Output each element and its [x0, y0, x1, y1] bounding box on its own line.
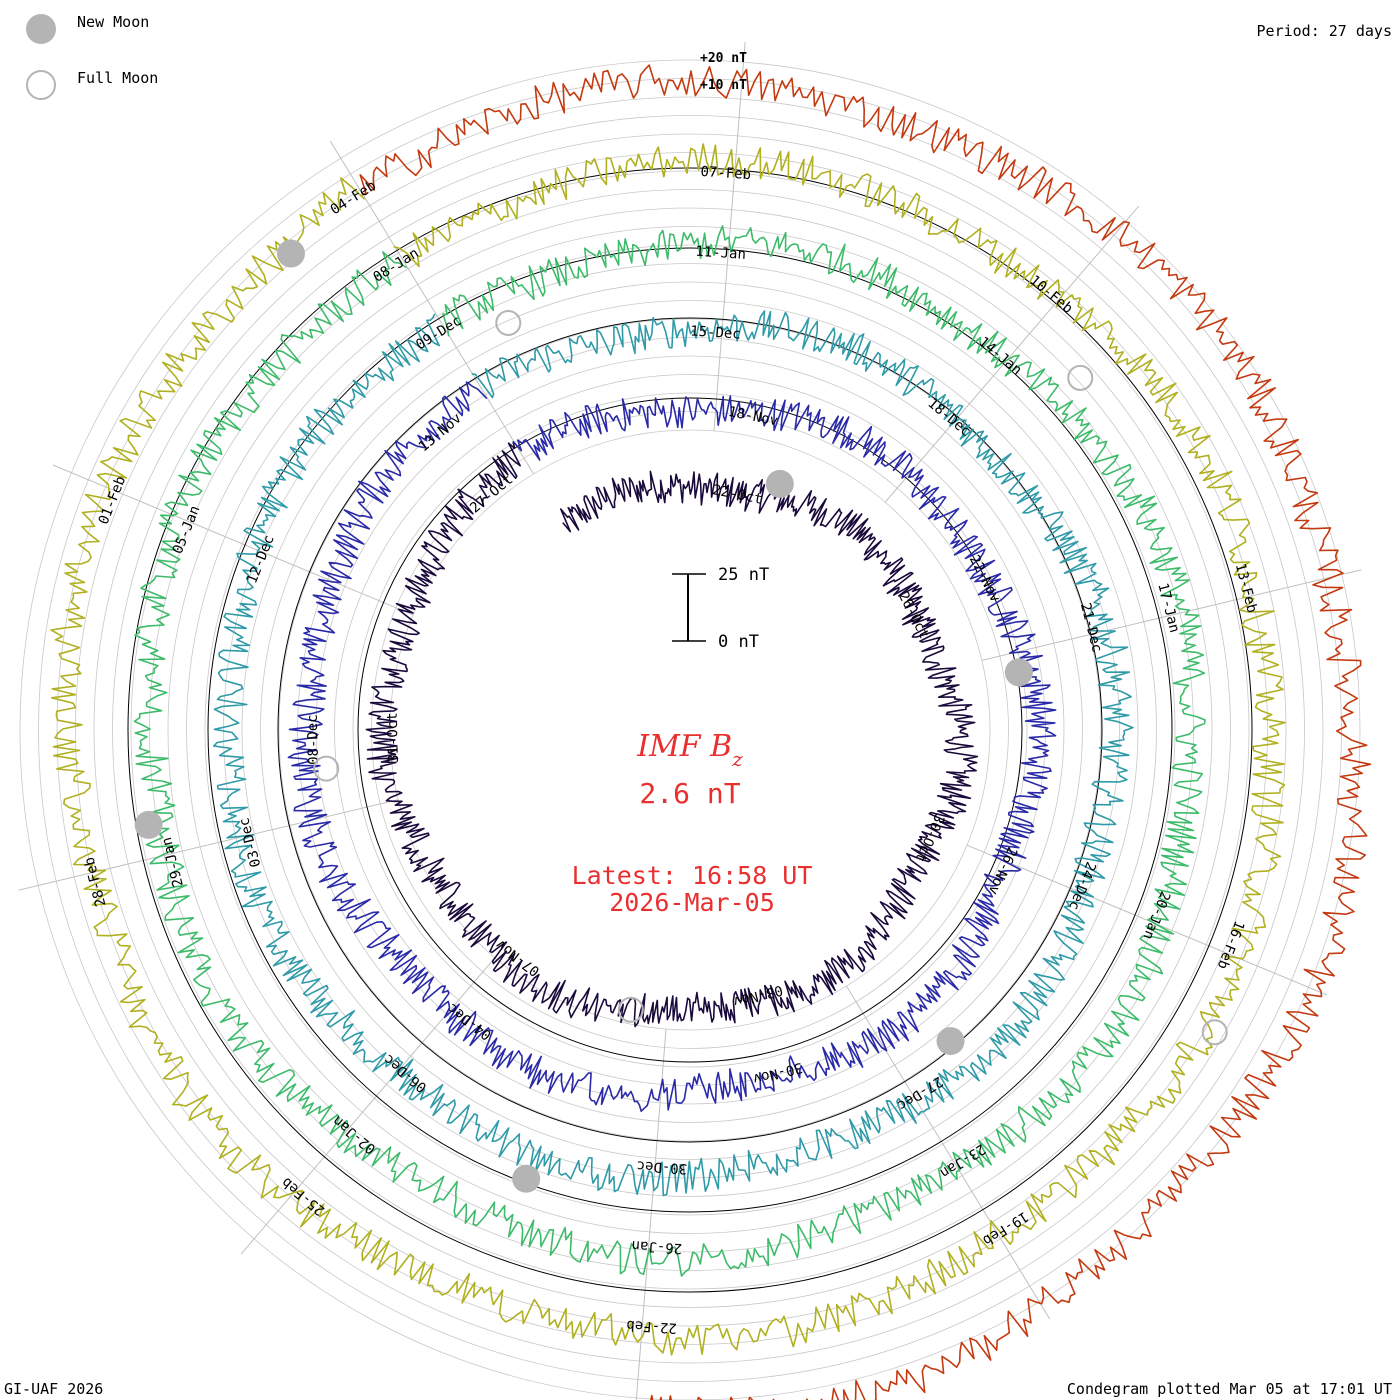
grid-ring: [241, 281, 1139, 1179]
date-label: 26-Oct: [895, 589, 932, 641]
full-moon-marker: [313, 755, 340, 782]
period-label: Period: 27 days: [1256, 22, 1392, 40]
spoke-line: [713, 42, 746, 431]
full-moon-marker: [1067, 364, 1094, 391]
date-label: 06-Dec: [381, 1051, 430, 1096]
full-moon-marker: [617, 996, 644, 1023]
rotation-trace-4: [50, 143, 1286, 1356]
center-date: 2026-Mar-05: [609, 888, 775, 917]
grid-ring: [75, 115, 1305, 1345]
date-label: 31-Oct: [385, 712, 402, 763]
date-label: 04-Dec: [445, 1000, 495, 1043]
date-label: 02-Jan: [330, 1112, 379, 1157]
plotted-label: Condegram plotted Mar 05 at 17:01 UT: [1066, 1380, 1392, 1398]
date-label: 11-Jan: [695, 244, 747, 263]
legend-full-moon: Full Moon: [26, 69, 159, 100]
grid-ring: [260, 300, 1120, 1160]
date-label: 22-Feb: [626, 1317, 678, 1336]
legend-new-moon-label: New Moon: [77, 13, 150, 31]
date-label: 21-Dec: [1077, 601, 1105, 654]
rotation-trace-0: [365, 441, 979, 1028]
grid-ring: [278, 318, 1102, 1142]
new-moon-marker: [936, 1027, 965, 1056]
center-latest: Latest: 16:58 UT: [572, 861, 813, 890]
grid-ring: [204, 244, 1176, 1216]
date-label: 16-Feb: [1214, 918, 1248, 971]
scale-bar-top-label: 25 nT: [718, 565, 769, 585]
center-value: 2.6 nT: [639, 777, 740, 810]
full-moon-marker: [1201, 1019, 1228, 1046]
date-label: 15-Dec: [690, 323, 742, 342]
rotation-trace-3: [133, 225, 1206, 1277]
moon-markers: [134, 239, 1228, 1193]
spoke-lines: [18, 42, 1362, 1400]
legend-new-moon: New Moon: [26, 13, 150, 44]
date-label: 27-Dec: [894, 1073, 945, 1114]
zero-reference-circle: [277, 317, 1103, 1143]
date-label: 29-Jan: [159, 836, 187, 889]
spoke-line: [52, 464, 414, 616]
center-title: IMF B: [636, 729, 732, 764]
reference-circles: [127, 167, 1253, 1293]
date-label: 03-Dec: [236, 816, 264, 869]
new-moon-marker: [765, 469, 794, 498]
grid-ring: [315, 355, 1065, 1105]
grid-ring: [223, 263, 1157, 1197]
center-readout: IMF Bz 2.6 nT Latest: 16:58 UT 2026-Mar-…: [572, 729, 813, 917]
rotation-trace-5: [359, 64, 1372, 1400]
date-label: 07-Feb: [700, 164, 752, 183]
full-moon-marker: [495, 309, 522, 336]
zero-reference-circle: [357, 397, 1023, 1063]
center-title-subscript: z: [731, 747, 743, 771]
grid-ring: [167, 207, 1213, 1253]
zero-reference-circle: [207, 247, 1173, 1213]
spoke-line: [966, 844, 1328, 996]
legend-full-moon-label: Full Moon: [77, 69, 159, 87]
new-moon-marker: [134, 810, 163, 839]
date-label: 01-Feb: [96, 474, 130, 527]
data-traces: [50, 64, 1372, 1400]
date-label: 12-Dec: [244, 533, 278, 586]
grid-ring: [56, 96, 1324, 1364]
grid-ring: [19, 59, 1361, 1400]
full-moon-icon: [26, 70, 56, 100]
grid-ring: [130, 170, 1250, 1290]
date-label: 26-Jan: [631, 1237, 683, 1256]
date-label: 03-Nov: [731, 981, 784, 1009]
credit-label: GI-UAF 2026: [4, 1380, 104, 1398]
new-moon-marker: [276, 239, 305, 268]
grid-ring: [352, 392, 1028, 1068]
svg-text:IMF Bz: IMF Bz: [636, 729, 743, 771]
spoke-line: [635, 1029, 667, 1400]
scale-bar: 25 nT 0 nT: [672, 565, 769, 652]
new-moon-icon: [26, 14, 56, 44]
spoke-line: [18, 799, 399, 891]
grid-ring: [93, 133, 1287, 1327]
spoke-line: [240, 957, 496, 1255]
zero-reference-circle: [127, 167, 1253, 1293]
new-moon-marker: [512, 1164, 541, 1193]
date-label: 20-Jan: [1139, 889, 1173, 942]
scale-bar-bottom-label: 0 nT: [718, 632, 759, 652]
date-label: 08-Dec: [305, 714, 322, 765]
spoke-line: [981, 569, 1362, 661]
rotation-trace-2: [212, 310, 1134, 1197]
grid-ring: [389, 429, 991, 1031]
rotation-trace-1: [287, 381, 1057, 1112]
ring-scale-label-10: +10 nT: [700, 78, 747, 93]
date-label: 28-Feb: [82, 855, 110, 908]
date-label: 30-Nov: [751, 1059, 804, 1087]
date-label: 30-Dec: [636, 1157, 688, 1176]
spoke-line: [845, 985, 1051, 1320]
date-label: 13-Feb: [1232, 562, 1260, 615]
spoke-line: [329, 140, 535, 475]
new-moon-marker: [1004, 658, 1033, 687]
ring-scale-label-20: +20 nT: [700, 51, 747, 66]
spoke-line: [884, 205, 1140, 503]
